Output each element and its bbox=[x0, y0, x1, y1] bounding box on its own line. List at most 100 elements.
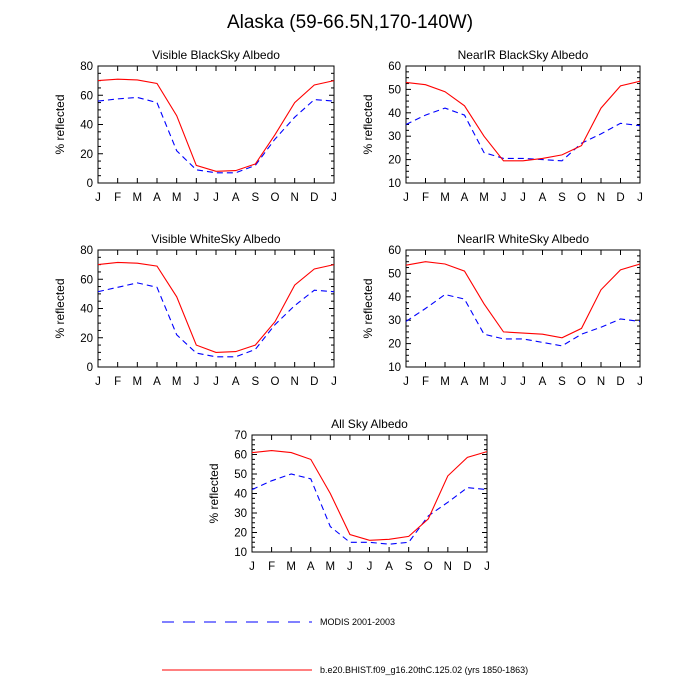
x-tick-label: M bbox=[440, 192, 450, 204]
y-tick-label: 40 bbox=[234, 489, 247, 501]
y-tick-label: 0 bbox=[87, 178, 93, 190]
x-tick-label: M bbox=[479, 376, 489, 388]
x-tick-label: O bbox=[271, 376, 280, 388]
x-tick-label: O bbox=[271, 192, 280, 204]
panel-title: NearIR BlackSky Albedo bbox=[458, 48, 589, 62]
x-tick-label: S bbox=[251, 376, 259, 388]
x-tick-label: J bbox=[331, 376, 337, 388]
plot-frame bbox=[405, 249, 641, 368]
x-tick-label: J bbox=[213, 192, 219, 204]
page-title: Alaska (59-66.5N,170-140W) bbox=[226, 12, 474, 33]
x-tick-label: A bbox=[539, 376, 547, 388]
x-tick-label: D bbox=[616, 192, 624, 204]
x-tick-label: J bbox=[501, 192, 507, 204]
y-tick-label: 0 bbox=[87, 362, 93, 374]
x-tick-label: A bbox=[153, 376, 161, 388]
y-tick-label: 40 bbox=[388, 108, 401, 120]
x-tick-label: J bbox=[403, 192, 409, 204]
x-tick-label: F bbox=[422, 376, 429, 388]
y-tick-label: 50 bbox=[388, 84, 401, 96]
x-tick-label: S bbox=[558, 376, 566, 388]
panel-title: NearIR WhiteSky Albedo bbox=[457, 232, 589, 246]
y-tick-label: 10 bbox=[234, 547, 247, 559]
series-line-model bbox=[405, 261, 641, 339]
y-axis-label: % reflected bbox=[361, 94, 375, 154]
y-tick-label: 50 bbox=[234, 469, 247, 481]
x-tick-label: J bbox=[213, 376, 219, 388]
y-tick-label: 80 bbox=[80, 245, 93, 257]
y-tick-label: 40 bbox=[388, 292, 401, 304]
y-tick-label: 60 bbox=[234, 450, 247, 462]
y-tick-label: 30 bbox=[234, 508, 247, 520]
y-tick-label: 20 bbox=[234, 528, 247, 540]
y-tick-label: 40 bbox=[80, 120, 93, 132]
y-tick-label: 20 bbox=[388, 339, 401, 351]
x-tick-label: A bbox=[461, 192, 469, 204]
x-tick-label: N bbox=[291, 192, 299, 204]
y-tick-label: 40 bbox=[80, 304, 93, 316]
x-tick-label: J bbox=[193, 376, 199, 388]
x-tick-label: M bbox=[479, 192, 489, 204]
x-tick-label: M bbox=[133, 376, 143, 388]
y-axis-label: % reflected bbox=[53, 278, 67, 338]
y-tick-label: 10 bbox=[388, 362, 401, 374]
x-tick-label: A bbox=[539, 192, 547, 204]
series-line-modis bbox=[251, 473, 488, 545]
panel-title: Visible BlackSky Albedo bbox=[152, 48, 280, 62]
series-line-modis bbox=[97, 282, 335, 358]
panel-title: All Sky Albedo bbox=[331, 417, 408, 431]
x-tick-label: A bbox=[232, 376, 240, 388]
x-tick-label: J bbox=[403, 376, 409, 388]
x-tick-label: N bbox=[597, 192, 605, 204]
x-tick-label: A bbox=[153, 192, 161, 204]
y-tick-label: 60 bbox=[388, 245, 401, 257]
x-tick-label: J bbox=[249, 561, 255, 573]
x-tick-label: D bbox=[616, 376, 624, 388]
series-line-model bbox=[405, 80, 641, 162]
x-tick-label: J bbox=[331, 192, 337, 204]
x-tick-label: A bbox=[307, 561, 315, 573]
x-tick-label: M bbox=[172, 192, 182, 204]
x-tick-label: J bbox=[637, 376, 643, 388]
y-tick-label: 60 bbox=[80, 90, 93, 102]
x-tick-label: M bbox=[326, 561, 336, 573]
x-tick-label: O bbox=[424, 561, 433, 573]
x-tick-label: A bbox=[232, 192, 240, 204]
x-tick-label: D bbox=[310, 376, 318, 388]
legend-label-2: b.e20.BHIST.f09_g16.20thC.125.02 (yrs 18… bbox=[320, 665, 528, 675]
x-tick-label: D bbox=[310, 192, 318, 204]
y-tick-label: 60 bbox=[80, 274, 93, 286]
panel-title: Visible WhiteSky Albedo bbox=[151, 232, 281, 246]
x-tick-label: F bbox=[268, 561, 275, 573]
x-tick-label: S bbox=[405, 561, 413, 573]
y-tick-label: 20 bbox=[80, 149, 93, 161]
x-tick-label: J bbox=[95, 376, 101, 388]
x-tick-label: F bbox=[114, 376, 121, 388]
x-tick-label: J bbox=[347, 561, 353, 573]
x-tick-label: J bbox=[637, 192, 643, 204]
plot-frame bbox=[405, 65, 641, 184]
x-tick-label: J bbox=[520, 192, 526, 204]
y-tick-label: 60 bbox=[388, 61, 401, 73]
x-tick-label: N bbox=[444, 561, 452, 573]
y-tick-label: 20 bbox=[388, 155, 401, 167]
x-tick-label: J bbox=[193, 192, 199, 204]
x-tick-label: M bbox=[133, 192, 143, 204]
x-tick-label: S bbox=[251, 192, 259, 204]
y-axis-label: % reflected bbox=[207, 463, 221, 523]
x-tick-label: M bbox=[286, 561, 296, 573]
y-tick-label: 30 bbox=[388, 131, 401, 143]
x-tick-label: F bbox=[114, 192, 121, 204]
y-tick-label: 30 bbox=[388, 315, 401, 327]
series-line-model bbox=[97, 78, 335, 172]
x-tick-label: F bbox=[422, 192, 429, 204]
series-line-model bbox=[97, 261, 335, 353]
x-tick-label: N bbox=[291, 376, 299, 388]
x-tick-label: J bbox=[520, 376, 526, 388]
